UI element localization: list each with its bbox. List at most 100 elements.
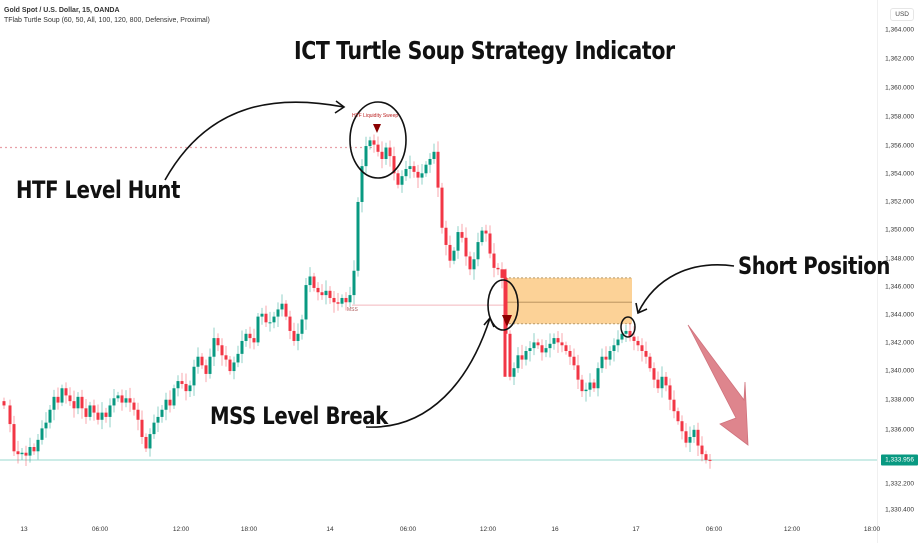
- candle-body: [160, 409, 164, 417]
- candle-body: [120, 395, 124, 403]
- candle-body: [152, 422, 156, 435]
- time-tick-label: 16: [551, 526, 559, 533]
- candle-body: [188, 385, 192, 392]
- candle-body: [184, 383, 188, 392]
- candle-body: [644, 350, 648, 357]
- candle-body: [284, 303, 288, 317]
- candle-body: [72, 401, 76, 409]
- candle-body: [572, 356, 576, 366]
- mss-arrow-head: [483, 316, 495, 328]
- candle-body: [680, 421, 684, 432]
- candle-body: [548, 343, 552, 349]
- candle-body: [416, 171, 420, 178]
- candle-body: [528, 348, 532, 351]
- candle-body: [676, 411, 680, 422]
- price-tick-label: 1,342.000: [885, 339, 914, 347]
- candle-body: [216, 338, 220, 346]
- price-tick-label: 1,362.000: [885, 55, 914, 63]
- candle-body: [196, 356, 200, 367]
- time-tick-label: 12:00: [172, 526, 190, 533]
- candle-body: [664, 376, 668, 386]
- candle-body: [608, 350, 612, 360]
- candle-body: [128, 398, 132, 403]
- candle-body: [352, 270, 356, 296]
- candle-body: [300, 319, 304, 334]
- candle-body: [584, 389, 588, 392]
- candle-body: [564, 345, 568, 351]
- candlestick-plot[interactable]: [0, 0, 878, 520]
- candle-body: [340, 297, 344, 304]
- candle-body: [260, 313, 264, 317]
- candle-body: [324, 290, 328, 296]
- candle-body: [268, 322, 272, 324]
- candle-body: [404, 169, 408, 177]
- candle-body: [640, 345, 644, 351]
- htf-liquidity-sweep-tag: HTF Liquidity Sweep: [352, 113, 399, 119]
- candle-body: [156, 416, 160, 423]
- mss-level-break-annotation: MSS Level Break: [210, 402, 388, 430]
- candle-body: [236, 353, 240, 363]
- candle-body: [684, 431, 688, 443]
- candle-body: [228, 359, 232, 372]
- candle-body: [104, 412, 108, 417]
- htf-arrow-curve: [164, 101, 345, 181]
- price-axis[interactable]: USD 1,364.000 1,362.000 1,360.000 1,358.000…: [877, 0, 920, 543]
- short-arrow-curve: [637, 264, 735, 314]
- price-tick-label: 1,352.000: [885, 198, 914, 206]
- time-tick-label: 17: [632, 526, 640, 533]
- candle-body: [524, 350, 528, 360]
- candle-body: [580, 379, 584, 392]
- candle-body: [288, 316, 292, 331]
- sweep-marker-icon: [373, 124, 381, 133]
- candle-body: [360, 166, 364, 202]
- price-tick-label: 1,344.000: [885, 311, 914, 319]
- candle-body: [412, 166, 416, 172]
- candle-body: [248, 333, 252, 339]
- candle-body: [280, 303, 284, 310]
- chart-title-annotation: ICT Turtle Soup Strategy Indicator: [294, 36, 675, 65]
- short-position-annotation: Short Position: [738, 252, 891, 280]
- candle-body: [52, 396, 56, 410]
- candle-body: [88, 405, 92, 417]
- candle-body: [512, 368, 516, 377]
- mss-circle: [487, 279, 519, 331]
- candle-body: [84, 408, 88, 417]
- candle-body: [388, 147, 392, 157]
- candle-body: [464, 237, 468, 257]
- candle-body: [432, 151, 436, 159]
- candle-body: [612, 345, 616, 351]
- candle-body: [244, 333, 248, 341]
- candle-body: [440, 187, 444, 228]
- candle-body: [56, 396, 60, 403]
- candle-body: [408, 166, 412, 170]
- candle-body: [544, 348, 548, 353]
- mss-break-candle: [503, 269, 507, 377]
- price-tick-label: 1,356.000: [885, 142, 914, 150]
- short-arrow-head: [635, 302, 648, 315]
- indicator-title[interactable]: TFlab Turtle Soup (60, 50, All, 100, 120…: [4, 17, 210, 24]
- candle-body: [312, 276, 316, 288]
- candle-body: [20, 452, 24, 455]
- candle-body: [140, 419, 144, 437]
- time-tick-label: 18:00: [863, 526, 881, 533]
- candle-body: [372, 140, 376, 145]
- candle-body: [296, 333, 300, 341]
- candle-body: [384, 147, 388, 159]
- candle-body: [484, 230, 488, 234]
- candle-body: [532, 342, 536, 349]
- candle-body: [252, 338, 256, 343]
- candle-body: [600, 356, 604, 369]
- candle-body: [616, 339, 620, 346]
- candle-body: [48, 409, 52, 423]
- down-direction-arrow-icon: [687, 324, 749, 446]
- candle-body: [452, 250, 456, 261]
- currency-badge[interactable]: USD: [890, 8, 914, 21]
- candle-body: [396, 173, 400, 185]
- time-tick-label: 12:00: [479, 526, 497, 533]
- candle-body: [444, 227, 448, 245]
- candle-body: [540, 345, 544, 353]
- time-tick-label: 06:00: [705, 526, 723, 533]
- price-tick-label: 1,330.400: [885, 506, 914, 514]
- candle-body: [500, 269, 504, 278]
